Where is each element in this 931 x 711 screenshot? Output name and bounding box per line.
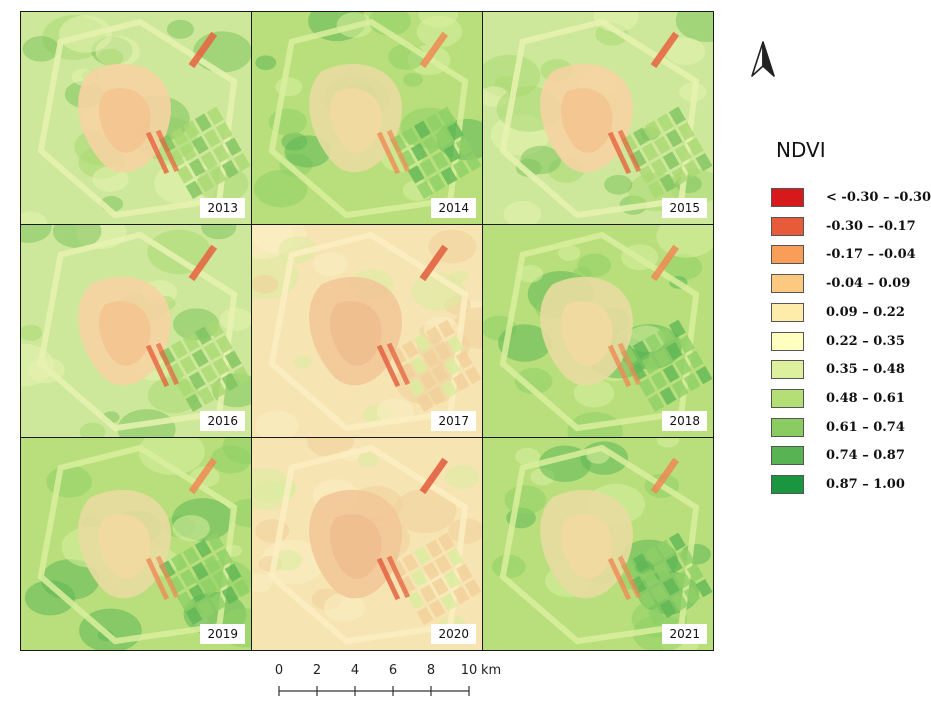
legend-label: -0.04 – 0.09 <box>826 276 911 292</box>
year-label: 2016 <box>200 411 245 431</box>
scale-tick-label: 0 <box>275 663 283 678</box>
scale-unit: km <box>481 663 501 678</box>
legend-swatch <box>771 331 804 351</box>
legend-label: 0.22 – 0.35 <box>826 333 905 349</box>
scale-bar: 0 2 4 6 8 10 km <box>275 663 501 696</box>
map-panel-2017: 2017 <box>251 224 483 438</box>
map-panel-2019: 2019 <box>20 437 252 651</box>
scale-tick-label: 4 <box>351 663 359 678</box>
legend-label: 0.48 – 0.61 <box>826 390 905 406</box>
map-panel-2014: 2014 <box>251 11 483 225</box>
legend-swatch <box>771 388 804 408</box>
legend-swatch <box>771 274 804 294</box>
legend-swatch <box>771 188 804 207</box>
legend-label: 0.74 – 0.87 <box>826 448 905 464</box>
scale-tick-label: 2 <box>313 663 321 678</box>
year-label: 2017 <box>431 411 476 431</box>
legend-swatch <box>771 417 804 437</box>
map-panel-grid: 2013 2014 2015 2016 <box>20 11 714 651</box>
legend-swatch <box>771 475 804 494</box>
legend-title: NDVI <box>776 138 826 162</box>
legend-label: 0.35 – 0.48 <box>826 362 905 378</box>
scale-tick-label: 8 <box>427 663 435 678</box>
legend-label: 0.09 – 0.22 <box>826 304 905 320</box>
year-label: 2021 <box>662 624 707 644</box>
legend-swatch <box>771 302 804 322</box>
legend-label: -0.30 – -0.17 <box>826 218 916 234</box>
year-label: 2018 <box>662 411 707 431</box>
legend-label: < -0.30 – -0.30 <box>826 190 931 205</box>
year-label: 2013 <box>200 198 245 218</box>
year-label: 2015 <box>662 198 707 218</box>
legend-swatch <box>771 446 804 466</box>
map-panel-2021: 2021 <box>482 437 714 651</box>
year-label: 2014 <box>431 198 476 218</box>
year-label: 2020 <box>431 624 476 644</box>
legend-swatch <box>771 216 804 236</box>
legend-swatch <box>771 360 804 380</box>
scale-tick-label: 10 <box>461 663 478 678</box>
map-panel-2016: 2016 <box>20 224 252 438</box>
year-label: 2019 <box>200 624 245 644</box>
map-panel-2018: 2018 <box>482 224 714 438</box>
scale-tick-label: 6 <box>389 663 397 678</box>
map-panel-2013: 2013 <box>20 11 252 225</box>
map-panel-2015: 2015 <box>482 11 714 225</box>
legend-label: -0.17 – -0.04 <box>826 247 916 263</box>
map-panel-2020: 2020 <box>251 437 483 651</box>
legend-label: 0.61 – 0.74 <box>826 419 905 435</box>
north-arrow-icon <box>751 41 775 77</box>
legend-swatch <box>771 245 804 265</box>
legend-label: 0.87 – 1.00 <box>826 477 905 492</box>
